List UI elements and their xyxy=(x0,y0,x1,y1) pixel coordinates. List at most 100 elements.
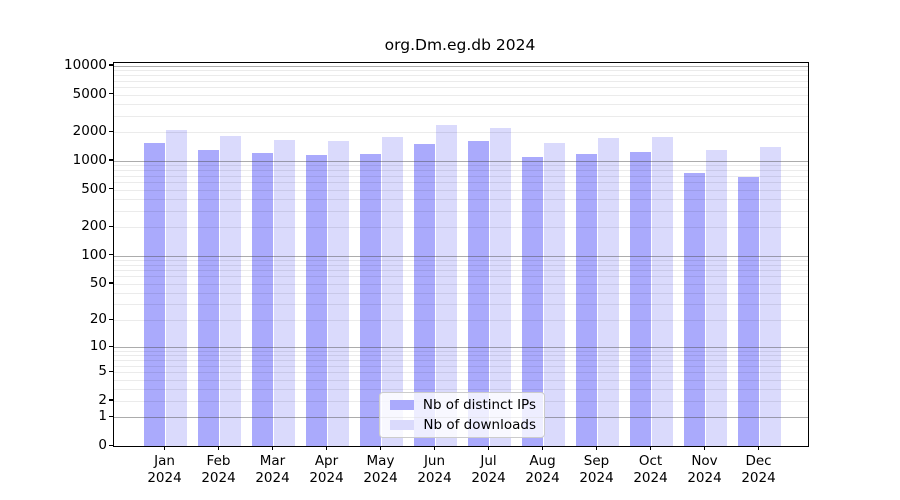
gridline-300 xyxy=(114,210,808,212)
bar-downloads-may xyxy=(381,136,404,446)
chart-title: org.Dm.eg.db 2024 xyxy=(384,36,536,54)
gridline-7 xyxy=(114,360,808,362)
y-tick-label-20: 20 xyxy=(89,311,107,328)
gridline-5 xyxy=(114,372,808,374)
gridline-200 xyxy=(114,227,808,229)
y-tick-label-5: 5 xyxy=(98,363,107,380)
y-tick-20 xyxy=(109,318,113,321)
y-tick-100 xyxy=(109,254,113,256)
gridline-6 xyxy=(114,365,808,367)
gridline-70 xyxy=(114,270,808,272)
gridline-2000 xyxy=(114,132,808,134)
grid-layer xyxy=(114,63,808,446)
x-tick-label-dec: Dec 2024 xyxy=(732,453,786,486)
x-tick-label-year: 2024 xyxy=(525,469,560,486)
gridline-8 xyxy=(114,355,808,357)
y-tick-label-500: 500 xyxy=(81,180,107,197)
y-tick-50 xyxy=(109,282,113,284)
gridline-700 xyxy=(114,175,808,177)
x-tick-feb xyxy=(218,446,220,450)
x-tick-sep xyxy=(596,446,598,450)
bar-downloads-nov xyxy=(705,149,728,446)
y-tick-5000 xyxy=(109,93,113,95)
gridline-7000 xyxy=(114,80,808,82)
bar-downloads-apr xyxy=(327,141,350,446)
gridline-6000 xyxy=(114,87,808,89)
y-tick-10 xyxy=(109,345,113,347)
gridline-3000 xyxy=(114,115,808,117)
y-tick-200 xyxy=(109,225,113,228)
x-tick-may xyxy=(380,446,382,450)
x-tick-nov xyxy=(704,446,706,450)
x-tick-jun xyxy=(434,446,436,450)
bar-downloads-feb xyxy=(219,136,242,446)
y-tick-label-10: 10 xyxy=(89,338,107,355)
gridline-9000 xyxy=(114,70,808,72)
gridline-4000 xyxy=(114,103,808,105)
y-tick-500 xyxy=(109,188,113,190)
bar-distinct-ips-apr xyxy=(305,155,328,446)
x-tick-jul xyxy=(488,446,490,450)
y-tick-label-200: 200 xyxy=(81,218,107,235)
y-tick-5 xyxy=(109,370,113,372)
x-tick-label-year: 2024 xyxy=(363,469,398,486)
y-tick-label-5000: 5000 xyxy=(72,85,107,102)
x-tick-label-apr: Apr 2024 xyxy=(300,453,354,486)
bars-layer xyxy=(114,63,808,446)
y-tick-1 xyxy=(109,415,113,418)
x-tick-label-year: 2024 xyxy=(633,469,668,486)
gridline-90 xyxy=(114,259,808,261)
x-tick-label-nov: Nov 2024 xyxy=(678,453,732,486)
x-tick-label-year: 2024 xyxy=(741,469,776,486)
legend-row-downloads: Nb of downloads xyxy=(388,417,536,433)
legend-label-downloads: Nb of downloads xyxy=(423,417,536,433)
gridline-600 xyxy=(114,182,808,183)
x-tick-apr xyxy=(326,446,328,450)
bar-downloads-mar xyxy=(273,140,296,446)
x-tick-label-year: 2024 xyxy=(201,469,236,486)
y-tick-1000 xyxy=(109,159,113,161)
gridline-100 xyxy=(114,255,808,257)
gridline-60 xyxy=(114,276,808,278)
bar-distinct-ips-feb xyxy=(197,150,220,446)
legend-swatch-distinct-ips xyxy=(390,400,414,410)
x-tick-label-year: 2024 xyxy=(687,469,722,486)
bar-downloads-jul xyxy=(489,128,512,446)
y-tick-label-50: 50 xyxy=(89,274,107,291)
y-tick-label-1: 1 xyxy=(98,408,107,425)
gridline-8000 xyxy=(114,75,808,77)
bar-distinct-ips-mar xyxy=(251,153,274,446)
gridline-500 xyxy=(114,189,808,191)
legend-row-distinct-ips: Nb of distinct IPs xyxy=(388,397,536,413)
x-tick-label-jan: Jan 2024 xyxy=(138,453,192,486)
legend-swatch-downloads xyxy=(390,420,414,430)
gridline-20 xyxy=(114,320,808,322)
bar-downloads-dec xyxy=(759,146,782,446)
bar-distinct-ips-jun xyxy=(413,143,436,446)
bar-distinct-ips-jan xyxy=(143,142,166,446)
x-tick-oct xyxy=(650,446,652,450)
x-tick-label-aug: Aug 2024 xyxy=(516,453,570,486)
bar-distinct-ips-sep xyxy=(575,154,598,446)
x-tick-label-year: 2024 xyxy=(309,469,344,486)
x-tick-label-jun: Jun 2024 xyxy=(408,453,462,486)
bar-downloads-jan xyxy=(165,130,188,446)
gridline-800 xyxy=(114,170,808,172)
y-tick-2 xyxy=(109,399,113,401)
gridline-9 xyxy=(114,351,808,352)
legend-label-distinct-ips: Nb of distinct IPs xyxy=(422,397,536,413)
x-tick-label-year: 2024 xyxy=(255,469,290,486)
x-tick-label-oct: Oct 2024 xyxy=(624,453,678,486)
x-tick-label-year: 2024 xyxy=(471,469,506,486)
x-tick-label-jul: Jul 2024 xyxy=(462,453,516,486)
y-tick-label-0: 0 xyxy=(98,437,107,453)
gridline-400 xyxy=(114,198,808,200)
x-tick-aug xyxy=(542,446,544,450)
y-tick-0 xyxy=(109,444,113,446)
y-tick-label-10000: 10000 xyxy=(64,56,107,73)
gridline-10000 xyxy=(114,65,808,67)
y-tick-label-1000: 1000 xyxy=(72,151,107,168)
gridline-900 xyxy=(114,165,808,167)
bar-downloads-aug xyxy=(543,143,566,446)
